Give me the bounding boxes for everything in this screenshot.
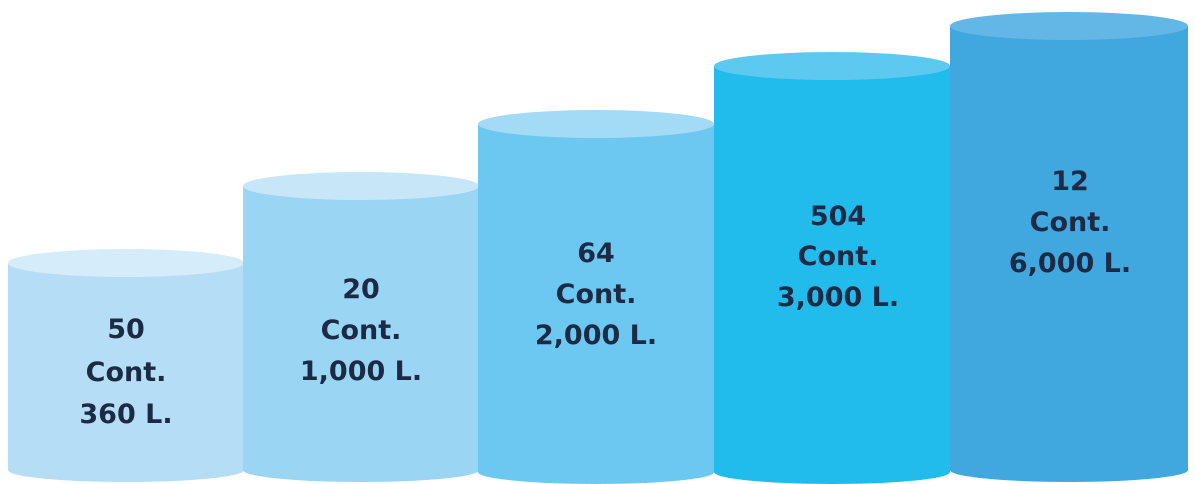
cylinder-4-count: 504 xyxy=(810,201,866,232)
cylinder-1-count: 50 xyxy=(107,314,145,345)
cylinder-4-unit: Cont. xyxy=(798,241,879,272)
cylinder-4-volume: 3,000 L. xyxy=(777,282,899,313)
cylinder-3-unit: Cont. xyxy=(556,279,637,310)
cylinder-2-body xyxy=(243,186,479,482)
cylinder-5-unit: Cont. xyxy=(1030,207,1111,238)
cylinder-1-top xyxy=(8,249,244,277)
cylinder-2-count: 20 xyxy=(342,274,380,305)
cylinder-4-top xyxy=(714,52,950,80)
cylinder-5-count: 12 xyxy=(1051,166,1089,197)
cylinder-1-unit: Cont. xyxy=(86,357,167,388)
cylinder-5-top xyxy=(950,12,1188,40)
cylinder-5-body xyxy=(950,26,1188,482)
cylinder-4-body xyxy=(714,66,950,484)
cylinder-1: 50 Cont. 360 L. xyxy=(8,249,244,482)
cylinder-3-count: 64 xyxy=(577,238,615,269)
cylinder-1-volume: 360 L. xyxy=(79,399,172,430)
cylinder-1-body xyxy=(8,263,244,482)
cylinder-5-volume: 6,000 L. xyxy=(1009,248,1131,279)
cylinder-3-body xyxy=(478,124,714,484)
cylinder-2-top xyxy=(243,172,479,200)
cylinder-3: 64 Cont. 2,000 L. xyxy=(478,110,714,484)
cylinder-2-volume: 1,000 L. xyxy=(300,356,422,387)
cylinder-5: 12 Cont. 6,000 L. xyxy=(950,12,1188,482)
cylinder-3-volume: 2,000 L. xyxy=(535,320,657,351)
cylinder-2: 20 Cont. 1,000 L. xyxy=(243,172,479,482)
cylinder-3-top xyxy=(478,110,714,138)
cylinder-2-unit: Cont. xyxy=(321,315,402,346)
cylinder-4: 504 Cont. 3,000 L. xyxy=(714,52,950,484)
